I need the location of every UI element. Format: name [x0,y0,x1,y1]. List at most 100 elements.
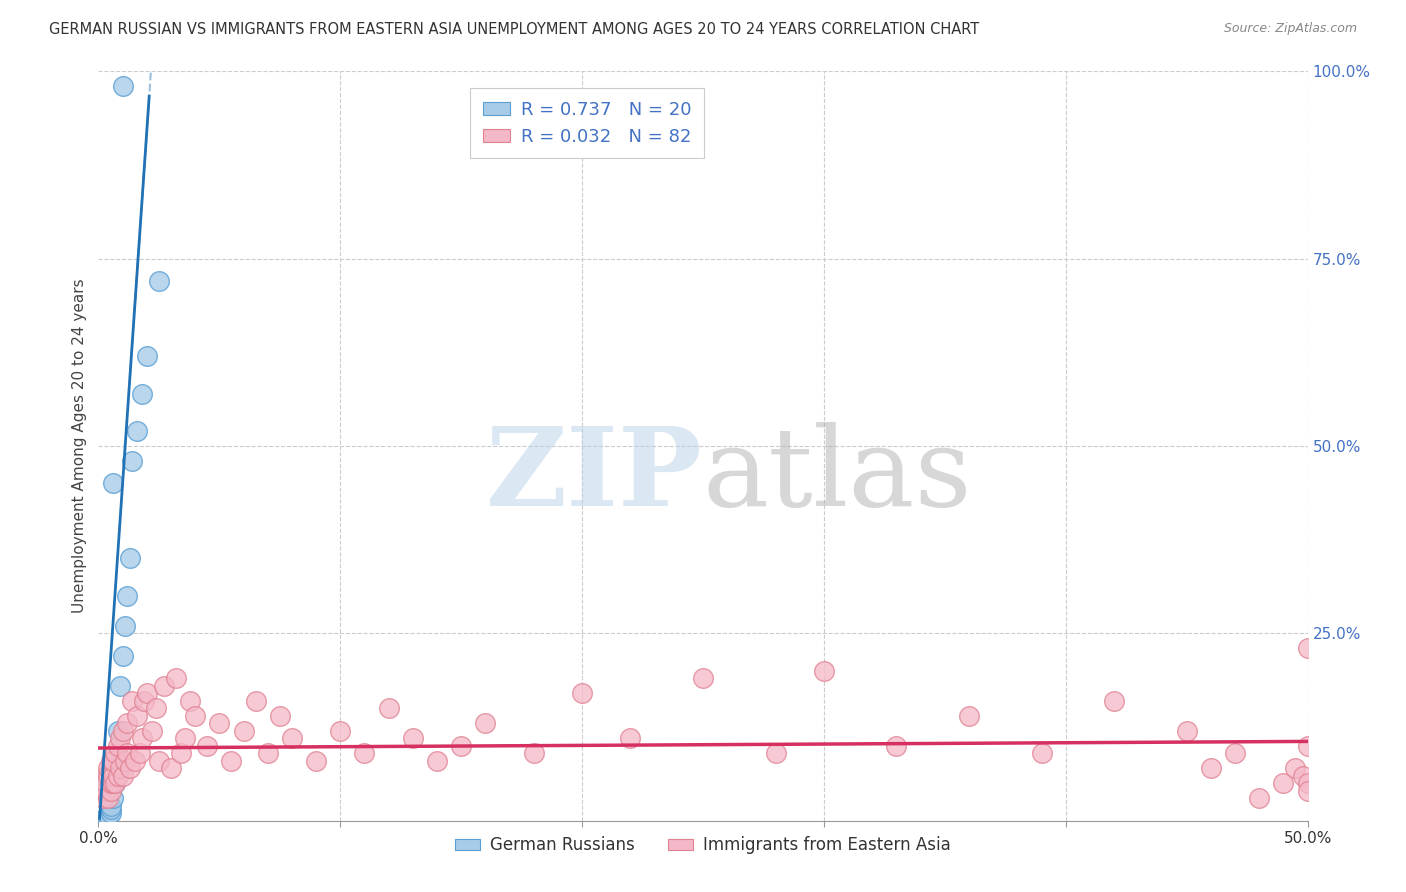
Point [117,746,139,760]
Point [101,476,124,491]
Point [1175,723,1198,738]
Text: ZIP: ZIP [486,423,703,530]
Point [160,761,183,775]
Point [118,551,141,566]
Point [104,776,127,790]
Point [108,731,131,746]
Point [141,723,163,738]
Point [97,761,120,775]
Point [1031,746,1053,760]
Text: Source: ZipAtlas.com: Source: ZipAtlas.com [1223,22,1357,36]
Point [107,739,129,753]
Point [179,694,201,708]
Point [152,679,174,693]
Point [111,79,134,94]
Point [256,746,278,760]
Point [135,686,157,700]
Point [523,746,546,760]
Point [108,761,131,775]
Point [148,274,170,288]
Point [1102,694,1125,708]
Point [97,791,120,805]
Point [107,769,129,783]
Point [94,776,117,790]
Point [474,716,496,731]
Point [100,802,122,816]
Point [118,761,141,775]
Point [195,739,218,753]
Point [184,708,207,723]
Point [1272,776,1295,790]
Point [100,783,122,797]
Point [97,807,120,822]
Legend: German Russians, Immigrants from Eastern Asia: German Russians, Immigrants from Eastern… [449,830,957,861]
Point [104,776,127,790]
Point [145,701,167,715]
Point [1296,776,1319,790]
Point [402,731,425,746]
Point [619,731,641,746]
Point [101,769,124,783]
Point [813,664,835,678]
Point [957,708,980,723]
Point [94,783,117,797]
Point [1284,761,1306,775]
Point [208,716,231,731]
Point [127,424,149,438]
Point [111,723,134,738]
Point [90,783,112,797]
Point [1292,769,1315,783]
Point [101,791,124,805]
Point [101,776,124,790]
Point [765,746,787,760]
Point [377,701,399,715]
Point [1296,783,1319,797]
Point [121,694,143,708]
Text: atlas: atlas [703,423,973,530]
Point [111,648,134,663]
Point [305,754,328,768]
Point [101,754,124,768]
Point [100,761,122,775]
Point [94,769,117,783]
Point [1249,791,1271,805]
Point [329,723,352,738]
Point [245,694,267,708]
Point [104,754,127,768]
Point [165,671,187,685]
Point [100,798,122,813]
Point [692,671,714,685]
Point [1199,761,1222,775]
Point [104,746,127,760]
Point [135,349,157,363]
Point [114,619,136,633]
Point [426,754,449,768]
Y-axis label: Unemployment Among Ages 20 to 24 years: Unemployment Among Ages 20 to 24 years [72,278,87,614]
Point [571,686,593,700]
Point [124,754,146,768]
Point [1296,641,1319,656]
Point [232,723,254,738]
Point [108,679,131,693]
Point [221,754,243,768]
Point [127,708,149,723]
Point [117,716,139,731]
Point [131,731,153,746]
Point [1223,746,1246,760]
Point [117,589,139,603]
Point [281,731,304,746]
Point [100,776,122,790]
Point [100,806,122,821]
Point [886,739,908,753]
Point [111,769,134,783]
Point [91,791,114,805]
Point [91,776,114,790]
Point [100,754,122,768]
Text: GERMAN RUSSIAN VS IMMIGRANTS FROM EASTERN ASIA UNEMPLOYMENT AMONG AGES 20 TO 24 : GERMAN RUSSIAN VS IMMIGRANTS FROM EASTER… [49,22,980,37]
Point [169,746,191,760]
Point [269,708,291,723]
Point [1296,739,1319,753]
Point [174,731,197,746]
Point [94,810,117,824]
Point [450,739,472,753]
